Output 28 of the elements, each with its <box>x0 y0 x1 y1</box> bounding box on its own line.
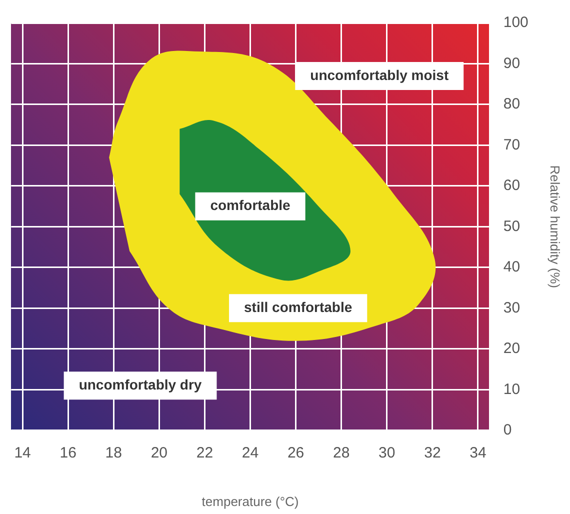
x-tick-label: 18 <box>105 444 122 462</box>
y-tick-label: 80 <box>503 96 520 113</box>
y-tick-label: 90 <box>503 54 520 72</box>
x-tick-label: 22 <box>196 444 214 462</box>
y-tick-label: 30 <box>503 299 520 316</box>
y-axis-title: Relative humidity (%) <box>548 165 563 288</box>
y-tick-label: 10 <box>503 380 520 398</box>
x-tick-label: 16 <box>60 444 76 462</box>
y-tick-label: 20 <box>503 340 520 358</box>
x-tick-label: 26 <box>287 444 304 462</box>
annotation: uncomfortably dry <box>78 376 202 392</box>
x-tick-label: 20 <box>150 444 168 462</box>
x-tick-label: 30 <box>378 444 396 462</box>
x-axis-title: temperature (°C) <box>202 494 299 509</box>
x-tick-label: 24 <box>242 444 259 462</box>
y-tick-label: 70 <box>503 136 520 154</box>
annotation: uncomfortably moist <box>310 66 449 83</box>
annotation: still comfortable <box>244 299 352 316</box>
x-tick-label: 32 <box>424 444 441 462</box>
x-tick-label: 34 <box>470 444 486 462</box>
x-tick-label: 14 <box>14 444 31 462</box>
y-tick-label: 60 <box>503 177 520 194</box>
x-tick-label: 28 <box>333 444 350 462</box>
annotation: comfortable <box>210 197 291 214</box>
y-tick-label: 40 <box>503 258 520 276</box>
y-tick-label: 100 <box>503 14 528 32</box>
y-tick-label: 50 <box>503 218 520 235</box>
y-tick-label: 0 <box>503 422 512 439</box>
